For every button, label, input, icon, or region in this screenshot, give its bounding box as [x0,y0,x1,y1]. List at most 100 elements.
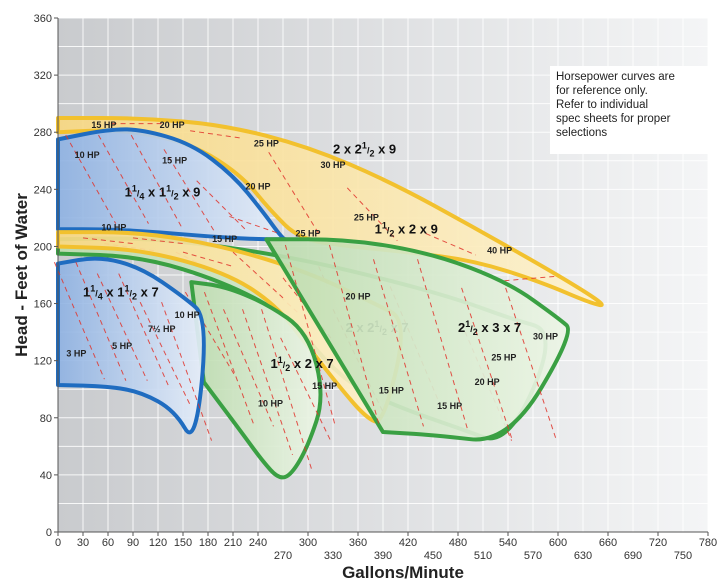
hp-label: 25 HP [254,139,279,149]
hp-curve [328,244,380,427]
x-tick-label: 600 [549,537,567,549]
x-tick-label: 30 [77,537,89,549]
hp-label: 25 HP [491,353,516,363]
hp-label: 15 HP [162,156,187,166]
hp-curve [346,187,398,242]
x-tick-label: 360 [349,537,367,549]
reference-note: Horsepower curves are for reference only.… [550,66,708,154]
region-label: 11/2 x 2 x 7 [271,355,334,373]
pump-regions: 2 x 21/2 x 911/4 x 11/2 x 911/2 x 2 x 92… [53,115,604,480]
hp-labels: 15 HP 20 HP 25 HP 30 HP 25 HP 40 HP 10 HP 15 HP… [66,120,558,411]
x-tick-label-lower: 510 [474,550,492,562]
region-label: 2 x 21/2 x 9 [333,141,396,159]
region-label: 11/4 x 11/2 x 9 [125,183,201,201]
x-tick-label: 780 [699,537,717,549]
x-tick-label-lower: 750 [674,550,692,562]
hp-curve [163,149,215,232]
y-tick-label: 120 [34,356,52,368]
region-label: 11/2 x 2 x 9 [375,221,438,239]
hp-curve [98,134,149,224]
hp-label: 7½ HP [148,324,176,334]
hp-curve [280,337,332,441]
hp-label: 20 HP [475,377,500,387]
note-line: spec sheets for proper [556,113,671,125]
x-tick-label: 180 [199,537,217,549]
note-line: for reference only. [556,85,648,97]
x-tick-label-lower: 630 [574,550,592,562]
hp-label: 25 HP [296,228,321,238]
x-tick-label: 660 [599,537,617,549]
hp-label: 15 HP [312,381,337,391]
hp-curve [425,233,477,256]
x-axis-title: Gallons/Minute [342,563,464,582]
hp-curve [196,180,248,232]
y-tick-label: 240 [34,184,52,196]
hp-curve [118,273,170,387]
hp-label: 25 HP [354,213,379,223]
x-tick-label-lower: 330 [324,550,342,562]
hp-label: 30 HP [321,160,346,170]
hp-curve [96,273,148,381]
hp-label: 15 HP [91,120,116,130]
hp-label: 3 HP [66,348,86,358]
hp-curve [232,251,284,299]
region-label: 11/4 x 11/2 x 7 [83,283,159,301]
hp-label: 20 HP [160,120,185,130]
x-tick-label: 210 [224,537,242,549]
x-tick-label-lower: 690 [624,550,642,562]
hp-label: 5 HP [112,341,132,351]
x-tick-label-lower: 390 [374,550,392,562]
x-tick-label: 540 [499,537,517,549]
axes: 0 40 80 120 160 200 240 280 320 360 0 30 60 90 120 150 1… [34,13,718,562]
hp-curve [372,259,424,427]
y-tick-label: 160 [34,299,52,311]
hp-curve [139,301,191,406]
hp-label: 10 HP [175,310,200,320]
y-tick-label: 80 [40,413,52,425]
hp-label: 15 HP [212,234,237,244]
note-line: Horsepower curves are [556,71,675,83]
hp-label: 40 HP [487,246,512,256]
pump-region-0 [56,115,604,308]
x-tick-label: 150 [174,537,192,549]
hp-label: 20 HP [246,181,271,191]
hp-curve [65,134,117,224]
x-tick-label: 120 [149,537,167,549]
hp-curve [75,261,127,381]
hp-curve [261,309,313,470]
hp-label: 30 HP [533,331,558,341]
hp-curve [417,259,469,430]
hp-label: 15 HP [437,401,462,411]
y-tick-label: 320 [34,70,52,82]
x-tick-label: 720 [649,537,667,549]
x-tick-label: 300 [299,537,317,549]
y-tick-label: 200 [34,241,52,253]
hp-curve [268,151,320,234]
hp-curve [203,291,255,427]
hp-curve [184,291,236,377]
note-line: selections [556,127,608,139]
x-tick-label: 240 [249,537,267,549]
x-tick-label: 60 [102,537,114,549]
y-tick-label: 0 [46,527,52,539]
x-tick-label: 0 [55,537,61,549]
hp-label: 10 HP [258,398,283,408]
hp-label: 20 HP [346,291,371,301]
region-label: 21/2 x 3 x 7 [458,319,521,337]
y-axis-title: Head - Feet of Water [12,193,31,357]
x-tick-label-lower: 570 [524,550,542,562]
x-tick-label-lower: 450 [424,550,442,562]
hp-curve [284,244,336,427]
hp-curve [161,301,213,441]
hp-label: 10 HP [75,150,100,160]
pump-region-6 [56,256,206,435]
hp-label: 15 HP [379,386,404,396]
pump-region-5 [189,280,323,480]
hp-curve [223,309,274,427]
x-tick-label: 420 [399,537,417,549]
axis-titles: Gallons/Minute Head - Feet of Water [12,193,464,582]
x-tick-label-lower: 270 [274,550,292,562]
note-line: Refer to individual [556,99,649,111]
hp-curve [53,261,105,380]
y-tick-label: 280 [34,127,52,139]
